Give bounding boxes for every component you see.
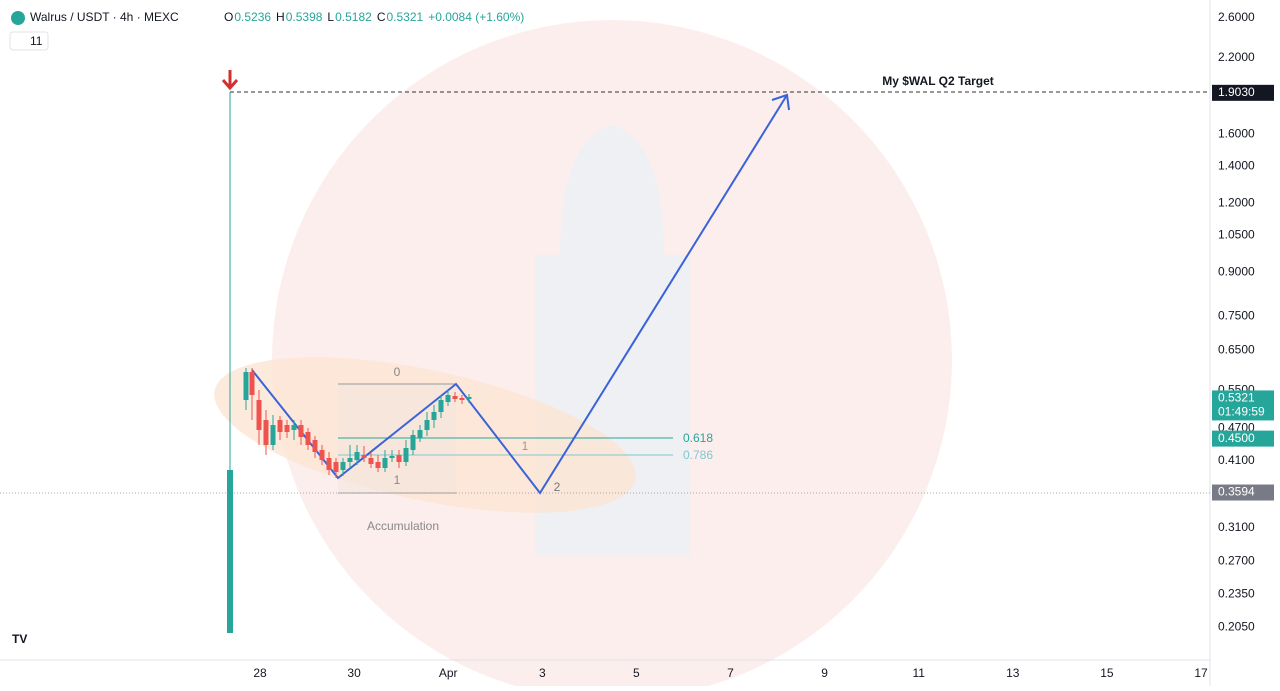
ohlc-key: L: [327, 10, 334, 24]
price-tick-label: 1.2000: [1218, 196, 1255, 210]
ohlc-value: 0.5182: [335, 10, 372, 24]
wave-label: 2: [554, 480, 561, 494]
candle: [445, 395, 451, 402]
logo: TV: [12, 632, 27, 646]
candle: [340, 462, 346, 470]
price-tick-label: 2.6000: [1218, 10, 1255, 24]
price-tick-label: 0.6500: [1218, 343, 1255, 357]
arrowhead: [771, 93, 790, 111]
candle: [305, 432, 311, 445]
price-tick-label: 0.3100: [1218, 520, 1255, 534]
wave-label: 1: [522, 439, 529, 453]
candle: [347, 458, 353, 462]
candle: [291, 425, 297, 430]
candle: [326, 458, 332, 470]
candle: [284, 425, 290, 432]
price-tag-label: 0.3594: [1218, 485, 1255, 499]
price-tag-label: 1.9030: [1218, 85, 1255, 99]
time-tick-label: 9: [821, 666, 828, 680]
candle: [382, 458, 388, 468]
candle: [459, 398, 465, 400]
ohlc-key: H: [276, 10, 285, 24]
candle: [396, 455, 402, 462]
candle: [354, 452, 360, 460]
price-tag: [1212, 84, 1274, 101]
price-tick-label: 0.2050: [1218, 619, 1255, 633]
candle: [403, 448, 409, 462]
candle: [389, 456, 395, 458]
price-tick-label: 0.4100: [1218, 453, 1255, 467]
indicator-count: 11: [30, 34, 43, 48]
ohlc-value: 0.5398: [286, 10, 323, 24]
ohlc-value: 0.5321: [386, 10, 423, 24]
price-tick-label: 2.2000: [1218, 50, 1255, 64]
time-tick-label: 17: [1194, 666, 1208, 680]
price-tag-label: 0.5321: [1218, 391, 1255, 405]
fib-label: 0.786: [683, 448, 713, 462]
time-tick-label: 30: [347, 666, 361, 680]
price-tag: [1212, 430, 1274, 447]
price-tag: [1212, 484, 1274, 501]
time-tick-label: 7: [727, 666, 734, 680]
candle: [431, 412, 437, 420]
candle: [410, 435, 416, 450]
ohlc-key: O: [224, 10, 233, 24]
price-tick-label: 0.9000: [1218, 265, 1255, 279]
time-tick-label: 5: [633, 666, 640, 680]
ohlc-value: 0.5236: [234, 10, 271, 24]
price-tag: [1212, 390, 1274, 421]
price-tag-label: 0.4500: [1218, 431, 1255, 445]
time-tick-label: 13: [1006, 666, 1020, 680]
change: +0.0084 (+1.60%): [428, 10, 524, 24]
price-tick-label: 1.4000: [1218, 159, 1255, 173]
candle: [368, 458, 374, 464]
candle: [417, 430, 423, 438]
candle: [298, 425, 304, 437]
watermark-tip: [560, 125, 664, 255]
fib-label: 0.618: [683, 431, 713, 445]
price-tick-label: 0.2350: [1218, 587, 1255, 601]
time-tick-label: 15: [1100, 666, 1114, 680]
symbol: Walrus / USDT · 4h · MEXC: [30, 10, 179, 24]
candle: [319, 450, 325, 460]
candle: [256, 400, 262, 430]
price-tick-label: 1.6000: [1218, 127, 1255, 141]
candle: [452, 396, 458, 399]
arrow-icon: [221, 70, 239, 91]
symbol-icon: [11, 11, 25, 25]
candle: [312, 440, 318, 452]
candle: [263, 420, 269, 445]
fib-label: 1: [394, 473, 401, 487]
candle: [227, 470, 233, 633]
time-tick-label: 11: [912, 666, 925, 680]
candle: [424, 420, 430, 430]
price-tag-timer: 01:49:59: [1218, 405, 1265, 419]
time-tick-label: 3: [539, 666, 546, 680]
candle: [249, 372, 255, 395]
candle: [466, 397, 472, 399]
candle: [333, 462, 339, 472]
target-label: My $WAL Q2 Target: [882, 74, 994, 88]
ohlc-key: C: [377, 10, 386, 24]
price-tick-label: 0.2700: [1218, 553, 1255, 567]
candle: [243, 372, 249, 400]
zone-label: Accumulation: [367, 519, 439, 533]
fib-label: 0: [394, 365, 401, 379]
candle: [270, 425, 276, 445]
time-tick-label: 28: [253, 666, 267, 680]
indicator-badge[interactable]: [9, 31, 49, 51]
candle: [277, 420, 283, 432]
price-tick-label: 0.7500: [1218, 308, 1255, 322]
time-tick-label: Apr: [439, 666, 458, 680]
price-tick-label: 1.0500: [1218, 228, 1255, 242]
candle: [361, 455, 367, 458]
candle: [375, 462, 381, 468]
candle: [438, 400, 444, 412]
